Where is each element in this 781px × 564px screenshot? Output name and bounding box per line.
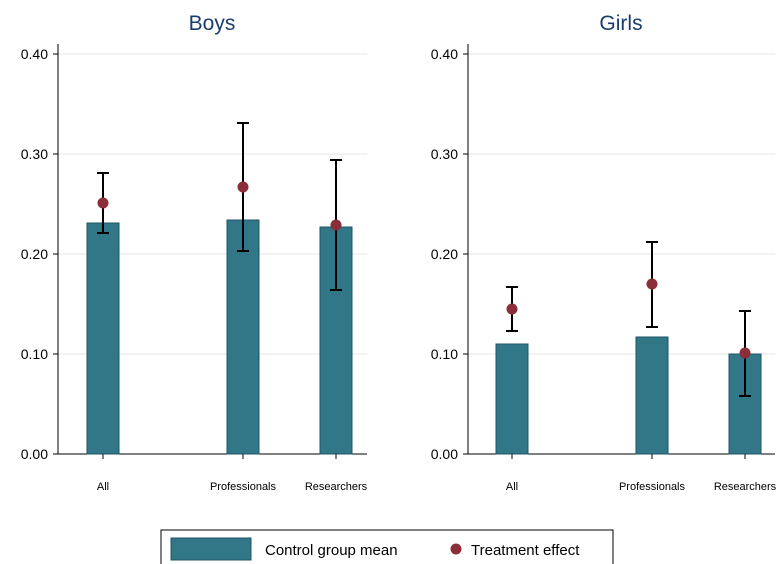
y-tick-label: 0.20 <box>431 246 458 262</box>
legend-swatch-bar <box>170 537 252 561</box>
legend-swatch-point <box>450 543 462 555</box>
y-tick-label: 0.40 <box>21 46 48 62</box>
y-tick-label: 0.10 <box>21 346 48 362</box>
x-tick-label: Professionals <box>619 481 686 493</box>
point-treatment-effect <box>739 347 751 359</box>
point-treatment-effect <box>506 303 518 315</box>
x-tick-label: Professionals <box>210 481 277 493</box>
x-tick-label: Researchers <box>714 481 777 493</box>
x-tick-label: All <box>97 481 109 493</box>
point-treatment-effect <box>330 219 342 231</box>
x-tick-label: Researchers <box>305 481 368 493</box>
point-treatment-effect <box>646 278 658 290</box>
bar-control-mean <box>226 219 260 455</box>
y-tick-label: 0.10 <box>431 346 458 362</box>
y-tick-label: 0.20 <box>21 246 48 262</box>
panel-title-1: Girls <box>599 12 642 35</box>
bar-control-mean <box>495 343 529 455</box>
panel-title-0: Boys <box>189 12 236 35</box>
bar-control-mean <box>635 336 669 455</box>
legend-label-treatment-effect: Treatment effect <box>471 542 580 559</box>
x-tick-label: All <box>506 481 518 493</box>
y-tick-label: 0.30 <box>431 146 458 162</box>
point-treatment-effect <box>237 181 249 193</box>
y-tick-label: 0.30 <box>21 146 48 162</box>
bar-control-mean <box>86 222 120 455</box>
y-tick-label: 0.00 <box>431 446 458 462</box>
y-tick-label: 0.00 <box>21 446 48 462</box>
point-treatment-effect <box>97 197 109 209</box>
y-tick-label: 0.40 <box>431 46 458 62</box>
legend-label-control-mean: Control group mean <box>265 542 398 559</box>
